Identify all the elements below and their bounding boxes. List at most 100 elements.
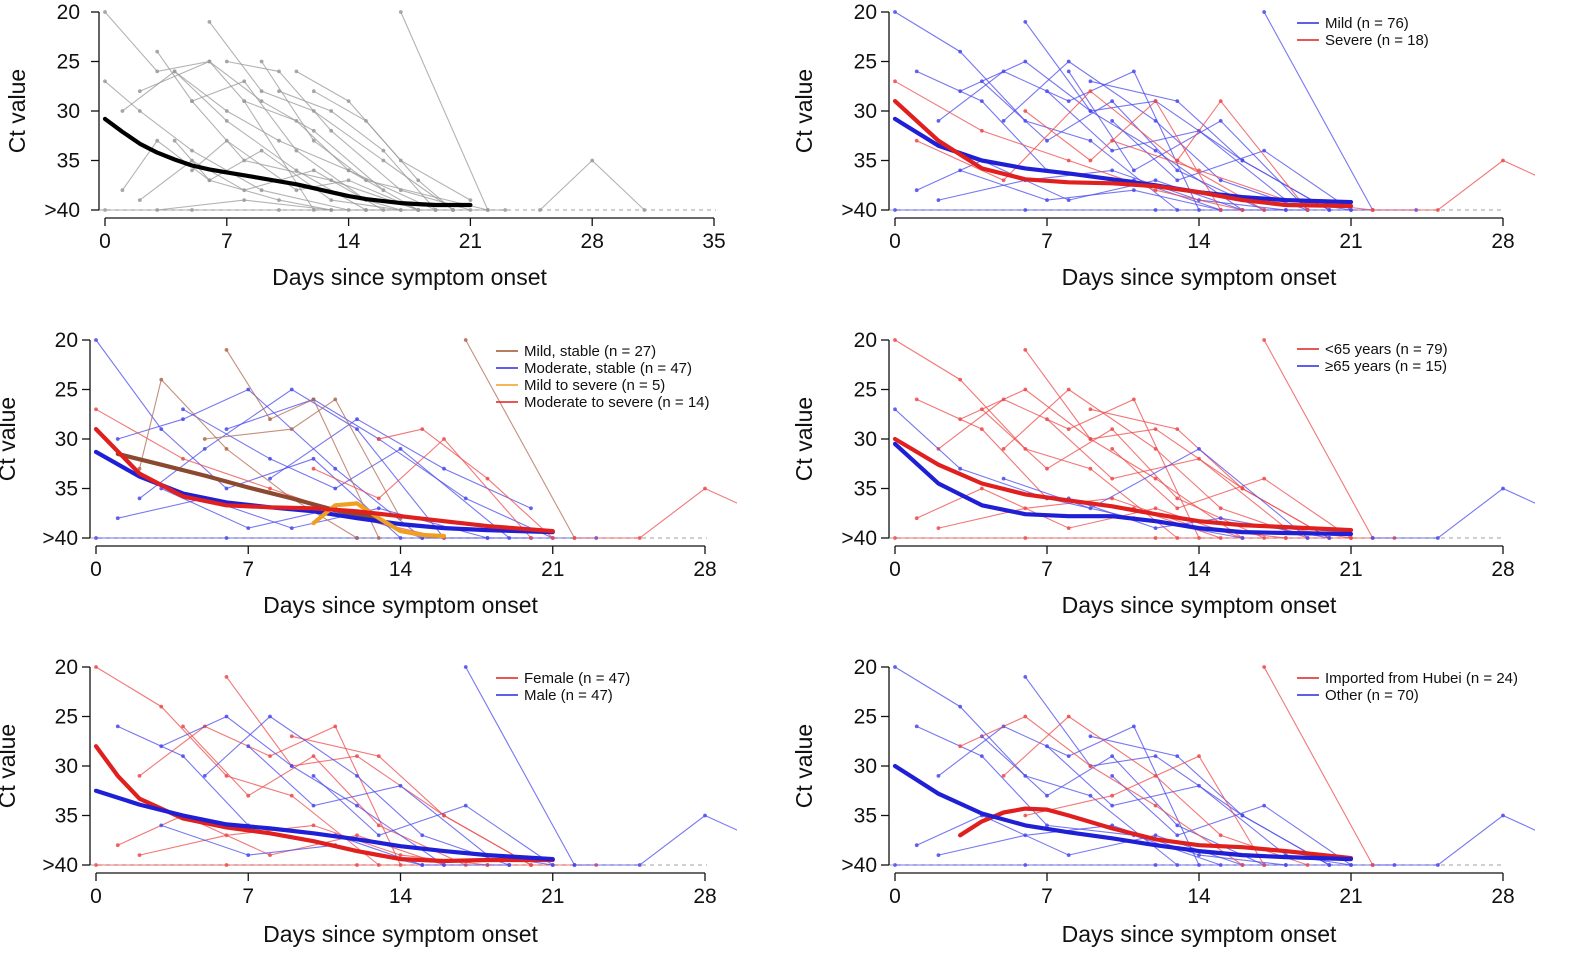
y-tick-label: 20 <box>55 656 78 679</box>
patient-point <box>376 536 381 540</box>
patient-point <box>159 377 164 382</box>
patient-point <box>311 168 316 173</box>
patient-point <box>181 754 185 758</box>
patient-point <box>398 447 403 451</box>
patient-point <box>979 427 984 431</box>
patient-point <box>893 863 897 867</box>
y-tick-label: 35 <box>854 150 877 173</box>
y-axis-label: Ct value <box>791 724 817 808</box>
patient-point <box>1240 863 1245 867</box>
patient-point <box>1305 208 1310 212</box>
patient-line <box>313 90 454 211</box>
patient-point <box>311 466 316 471</box>
patient-line <box>1090 408 1330 539</box>
patient-point <box>1023 813 1028 818</box>
patient-point <box>207 20 212 24</box>
legend-label: Female (n = 47) <box>524 670 630 687</box>
patient-point <box>958 377 963 382</box>
x-tick-label: 0 <box>90 558 102 581</box>
patient-point <box>1197 447 1201 451</box>
patient-point <box>355 427 359 431</box>
patient-point <box>979 407 984 412</box>
patient-point <box>1262 476 1267 481</box>
x-tick-label: 21 <box>1339 558 1362 581</box>
patient-point <box>1023 348 1028 352</box>
patient-point <box>1131 188 1136 193</box>
patient-line <box>916 725 1221 866</box>
patient-point <box>1023 863 1028 867</box>
patient-point <box>463 338 468 342</box>
x-tick-label: 14 <box>389 558 413 581</box>
trend-line-severe <box>892 98 1354 209</box>
patient-point <box>259 59 264 64</box>
patient-point <box>1240 158 1245 163</box>
patient-point <box>1262 208 1267 212</box>
trend-line-female <box>93 744 555 864</box>
patient-point <box>1153 178 1158 183</box>
patient-line <box>291 735 532 866</box>
patient-line <box>313 775 554 866</box>
patient-point <box>190 168 194 173</box>
patient-point <box>1045 466 1049 471</box>
patient-point <box>311 754 316 758</box>
patient-point <box>246 853 251 857</box>
patient-line <box>204 398 401 519</box>
patient-point <box>1045 198 1049 203</box>
individual-series-group <box>893 10 1535 212</box>
x-axis-label: Days since symptom onset <box>1062 592 1337 618</box>
patient-line <box>1090 735 1330 866</box>
patient-point <box>1240 486 1245 491</box>
patient-point <box>159 823 164 828</box>
patient-point <box>1131 168 1136 173</box>
legend: Mild, stable (n = 27)Moderate, stable (n… <box>496 343 710 411</box>
patient-point <box>936 774 941 778</box>
patient-point <box>1175 506 1180 511</box>
patient-point <box>1153 476 1158 481</box>
patient-point <box>529 536 533 540</box>
patient-point <box>1088 109 1093 113</box>
patient-point <box>979 79 984 84</box>
patient-point <box>181 417 185 422</box>
patient-point <box>1001 476 1006 481</box>
x-tick-label: 0 <box>99 230 111 253</box>
patient-point <box>1088 734 1093 739</box>
x-tick-label: 28 <box>1491 885 1514 908</box>
patient-point <box>376 823 381 828</box>
legend-label: Moderate, stable (n = 47) <box>524 360 692 377</box>
patient-point <box>172 138 177 143</box>
patient-point <box>1153 863 1158 867</box>
patient-point <box>442 466 446 471</box>
trend-line-all-patients <box>102 116 473 208</box>
y-tick-label: >40 <box>42 854 78 877</box>
y-axis-label: Ct value <box>4 69 30 153</box>
patient-point <box>747 506 751 510</box>
patient-point <box>207 178 212 183</box>
x-axis-label: Days since symptom onset <box>1062 264 1337 290</box>
patient-point <box>268 476 272 481</box>
patient-point <box>181 724 185 729</box>
patient-point <box>893 407 897 412</box>
patient-point <box>936 526 941 530</box>
patient-point <box>529 506 533 511</box>
patient-point <box>1023 506 1028 511</box>
panel-sex: 20 25 30 35 >40 Ct value 0 7 14 21 28 Days since sy… <box>0 656 737 947</box>
legend-label: Severe (n = 18) <box>1325 32 1429 49</box>
patient-line <box>226 349 380 539</box>
patient-point <box>416 178 421 183</box>
patient-point <box>242 188 247 193</box>
individual-series-group <box>893 338 1535 540</box>
y-tick-label: 35 <box>854 478 877 501</box>
patient-point <box>1110 803 1115 808</box>
patient-point <box>246 744 251 749</box>
patient-point <box>355 863 359 867</box>
x-tick-label: 7 <box>221 230 233 253</box>
patient-point <box>1088 138 1093 143</box>
patient-line <box>539 159 645 211</box>
patient-point <box>1197 754 1201 758</box>
patient-point <box>893 536 897 540</box>
legend-label: Mild to severe (n = 5) <box>524 377 665 394</box>
patient-point <box>1197 168 1201 173</box>
patient-point <box>346 99 351 103</box>
patient-point <box>1370 863 1375 867</box>
patient-point <box>355 536 359 540</box>
